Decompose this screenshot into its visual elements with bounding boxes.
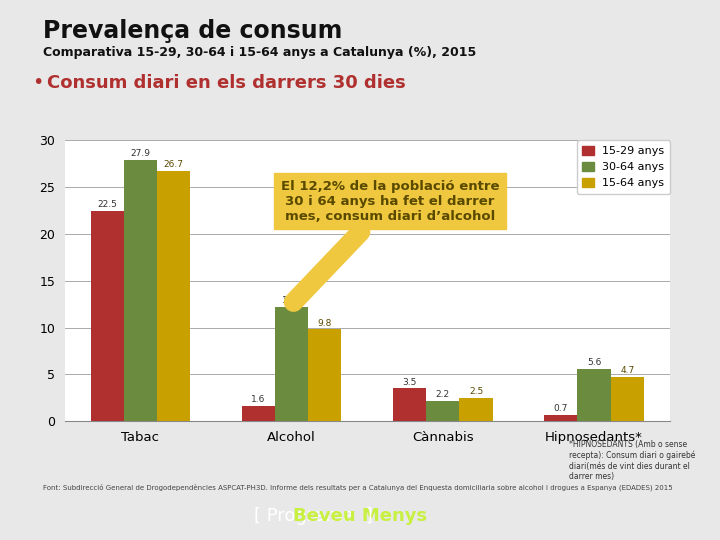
- Text: ]: ]: [360, 507, 373, 525]
- Bar: [275, 307, 308, 421]
- Bar: [91, 211, 124, 421]
- Legend: 15-29 anys, 30-64 anys, 15-64 anys: 15-29 anys, 30-64 anys, 15-64 anys: [577, 140, 670, 194]
- Bar: [308, 329, 341, 421]
- Text: 2.2: 2.2: [436, 390, 450, 399]
- Text: 1.6: 1.6: [251, 395, 266, 404]
- Text: 22.5: 22.5: [97, 200, 117, 209]
- Text: 4.7: 4.7: [620, 366, 634, 375]
- Bar: [611, 377, 644, 421]
- Text: Font: Subdirecció General de Drogodependències ASPCAT-PH3D. Informe dels resulta: Font: Subdirecció General de Drogodepend…: [43, 483, 672, 491]
- Bar: [577, 369, 611, 421]
- Text: 12.2: 12.2: [282, 296, 302, 305]
- Text: 3.5: 3.5: [402, 377, 417, 387]
- Bar: [124, 160, 157, 421]
- Bar: [459, 398, 492, 421]
- Text: [ Programa: [ Programa: [254, 507, 360, 525]
- Bar: [242, 406, 275, 421]
- Text: El 12,2% de la població entre
30 i 64 anys ha fet el darrer
mes, consum diari d’: El 12,2% de la població entre 30 i 64 an…: [281, 180, 499, 302]
- Text: *HIPNOSEDANTS (Amb o sense
recepta): Consum diari o gairebé
diari(més de vint di: *HIPNOSEDANTS (Amb o sense recepta): Con…: [569, 440, 696, 481]
- Text: •: •: [32, 73, 44, 92]
- Text: 5.6: 5.6: [587, 358, 601, 367]
- Text: 9.8: 9.8: [318, 319, 332, 328]
- Text: 26.7: 26.7: [163, 160, 184, 170]
- Text: Consum diari en els darrers 30 dies: Consum diari en els darrers 30 dies: [47, 74, 405, 92]
- Text: Comparativa 15-29, 30-64 i 15-64 anys a Catalunya (%), 2015: Comparativa 15-29, 30-64 i 15-64 anys a …: [43, 46, 477, 59]
- Text: 0.7: 0.7: [554, 404, 568, 413]
- Bar: [157, 171, 190, 421]
- Text: 2.5: 2.5: [469, 387, 483, 396]
- Text: Prevalença de consum: Prevalença de consum: [43, 19, 343, 43]
- Bar: [393, 388, 426, 421]
- Text: Beveu Menys: Beveu Menys: [293, 507, 427, 525]
- Text: 27.9: 27.9: [130, 149, 150, 158]
- Bar: [544, 415, 577, 421]
- Bar: [426, 401, 459, 421]
